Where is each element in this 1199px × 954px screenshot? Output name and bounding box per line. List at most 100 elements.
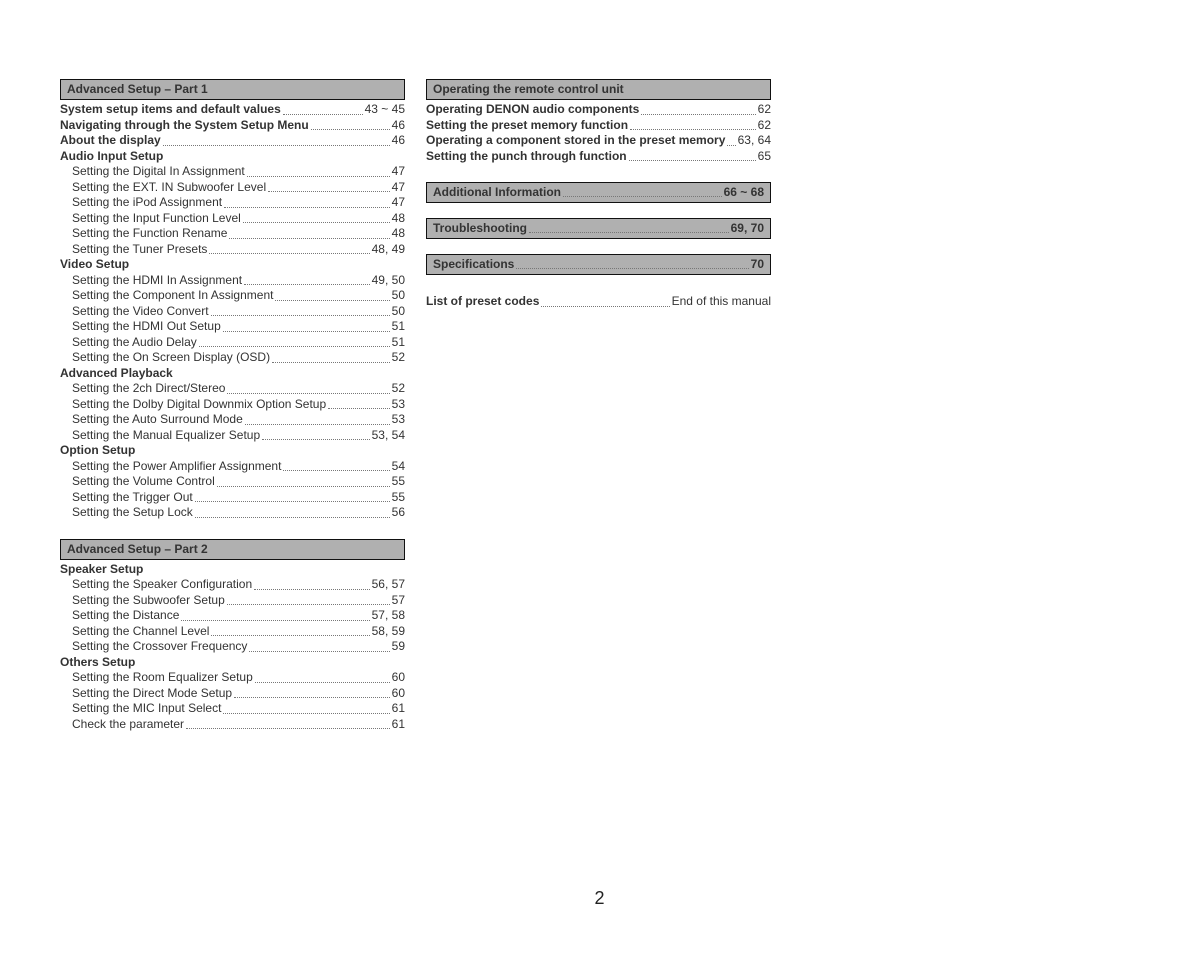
toc-page: 47 <box>392 195 405 211</box>
toc-label: Operating DENON audio components <box>426 102 639 118</box>
group-title: Advanced Playback <box>60 366 405 382</box>
toc-row: Setting the Speaker Configuration 56, 57 <box>60 577 405 593</box>
toc-page: 46 <box>392 133 405 149</box>
dot-leader <box>630 128 756 130</box>
toc-page: 48, 49 <box>372 242 405 258</box>
toc-label: Setting the EXT. IN Subwoofer Level <box>60 180 266 196</box>
toc-label: Navigating through the System Setup Menu <box>60 118 309 134</box>
toc-page: 50 <box>392 304 405 320</box>
toc-row: Setting the HDMI In Assignment 49, 50 <box>60 273 405 289</box>
toc-label: Setting the On Screen Display (OSD) <box>60 350 270 366</box>
toc-page: 54 <box>392 459 405 475</box>
dot-leader <box>195 500 390 502</box>
toc-page: 51 <box>392 319 405 335</box>
toc-page: 48 <box>392 226 405 242</box>
toc-label: Setting the Trigger Out <box>60 490 193 506</box>
toc-row: Setting the Direct Mode Setup60 <box>60 686 405 702</box>
toc-label: Setting the Dolby Digital Downmix Option… <box>60 397 326 413</box>
toc-label: Check the parameter <box>60 717 184 733</box>
section-header-row: Troubleshooting69, 70 <box>426 218 771 239</box>
toc-label: About the display <box>60 133 161 149</box>
toc-label: Setting the Audio Delay <box>60 335 197 351</box>
toc-label: Setting the Manual Equalizer Setup <box>60 428 260 444</box>
dot-leader <box>529 231 729 233</box>
toc-page: 55 <box>392 490 405 506</box>
toc-row: Setting the Input Function Level48 <box>60 211 405 227</box>
toc-row: List of preset codesEnd of this manual <box>426 294 771 310</box>
toc-row: Setting the punch through function65 <box>426 149 771 165</box>
toc-label: Setting the Input Function Level <box>60 211 241 227</box>
toc-row: Setting the Channel Level58, 59 <box>60 624 405 640</box>
toc-label: Setting the HDMI In Assignment <box>60 273 242 289</box>
toc-row: Setting the Video Convert 50 <box>60 304 405 320</box>
toc-label: Setting the Volume Control <box>60 474 215 490</box>
toc-page: 53 <box>392 412 405 428</box>
toc-page: 49, 50 <box>372 273 405 289</box>
toc-label: Operating a component stored in the pres… <box>426 133 725 149</box>
toc-row: Setting the Audio Delay51 <box>60 335 405 351</box>
toc-page: 53, 54 <box>372 428 405 444</box>
toc-page: End of this manual <box>672 294 771 310</box>
toc-page: 59 <box>392 639 405 655</box>
dot-leader <box>262 438 370 440</box>
vertical-gap <box>426 164 771 181</box>
dot-leader <box>283 113 363 115</box>
toc-row: Setting the Subwoofer Setup57 <box>60 593 405 609</box>
toc-label: Setting the Speaker Configuration <box>60 577 252 593</box>
section-header-row: Specifications 70 <box>426 254 771 275</box>
vertical-gap-small <box>426 241 771 253</box>
toc-label: Setting the MIC Input Select <box>60 701 221 717</box>
toc-row: Operating a component stored in the pres… <box>426 133 771 149</box>
toc-row: About the display 46 <box>60 133 405 149</box>
toc-page: 70 <box>751 257 764 272</box>
toc-label: Specifications <box>433 257 514 272</box>
vertical-gap <box>60 521 405 538</box>
toc-row: Setting the Room Equalizer Setup60 <box>60 670 405 686</box>
dot-leader <box>245 423 390 425</box>
toc-page: 46 <box>392 118 405 134</box>
toc-row: Setting the Component In Assignment50 <box>60 288 405 304</box>
section-header: Advanced Setup – Part 2 <box>60 539 405 560</box>
dot-leader <box>229 237 389 239</box>
dot-leader <box>234 696 390 698</box>
toc-label: Setting the Crossover Frequency <box>60 639 247 655</box>
dot-leader <box>541 305 669 307</box>
dot-leader <box>227 603 390 605</box>
toc-row: Setting the Manual Equalizer Setup 53, 54 <box>60 428 405 444</box>
dot-leader <box>516 267 748 269</box>
group-title: Speaker Setup <box>60 562 405 578</box>
dot-leader <box>727 144 735 146</box>
dot-leader <box>254 588 370 590</box>
toc-label: Setting the preset memory function <box>426 118 628 134</box>
dot-leader <box>247 175 390 177</box>
dot-leader <box>217 485 390 487</box>
toc-row: Check the parameter61 <box>60 717 405 733</box>
dot-leader <box>563 195 722 197</box>
toc-row: System setup items and default values43 … <box>60 102 405 118</box>
toc-row: Setting the preset memory function62 <box>426 118 771 134</box>
toc-label: Setting the Room Equalizer Setup <box>60 670 253 686</box>
toc-label: Setting the Video Convert <box>60 304 209 320</box>
toc-page: 63, 64 <box>738 133 771 149</box>
dot-leader <box>223 330 390 332</box>
dot-leader <box>275 299 389 301</box>
right-column: Operating the remote control unitOperati… <box>426 78 771 310</box>
toc-row: Setting the EXT. IN Subwoofer Level47 <box>60 180 405 196</box>
section-header-row: Additional Information66 ~ 68 <box>426 182 771 203</box>
dot-leader <box>243 221 390 223</box>
group-title: Others Setup <box>60 655 405 671</box>
toc-page: 69, 70 <box>731 221 764 236</box>
dot-leader <box>211 314 390 316</box>
toc-row: Setting the Dolby Digital Downmix Option… <box>60 397 405 413</box>
toc-page: 52 <box>392 381 405 397</box>
toc-label: Additional Information <box>433 185 561 200</box>
dot-leader <box>328 407 390 409</box>
toc-label: Setting the Auto Surround Mode <box>60 412 243 428</box>
toc-label: Setting the HDMI Out Setup <box>60 319 221 335</box>
toc-row: Setting the Distance57, 58 <box>60 608 405 624</box>
toc-page: 60 <box>392 686 405 702</box>
toc-label: Setting the Component In Assignment <box>60 288 273 304</box>
toc-label: Setting the Tuner Presets <box>60 242 207 258</box>
toc-label: Setting the Distance <box>60 608 179 624</box>
toc-page: 56, 57 <box>372 577 405 593</box>
